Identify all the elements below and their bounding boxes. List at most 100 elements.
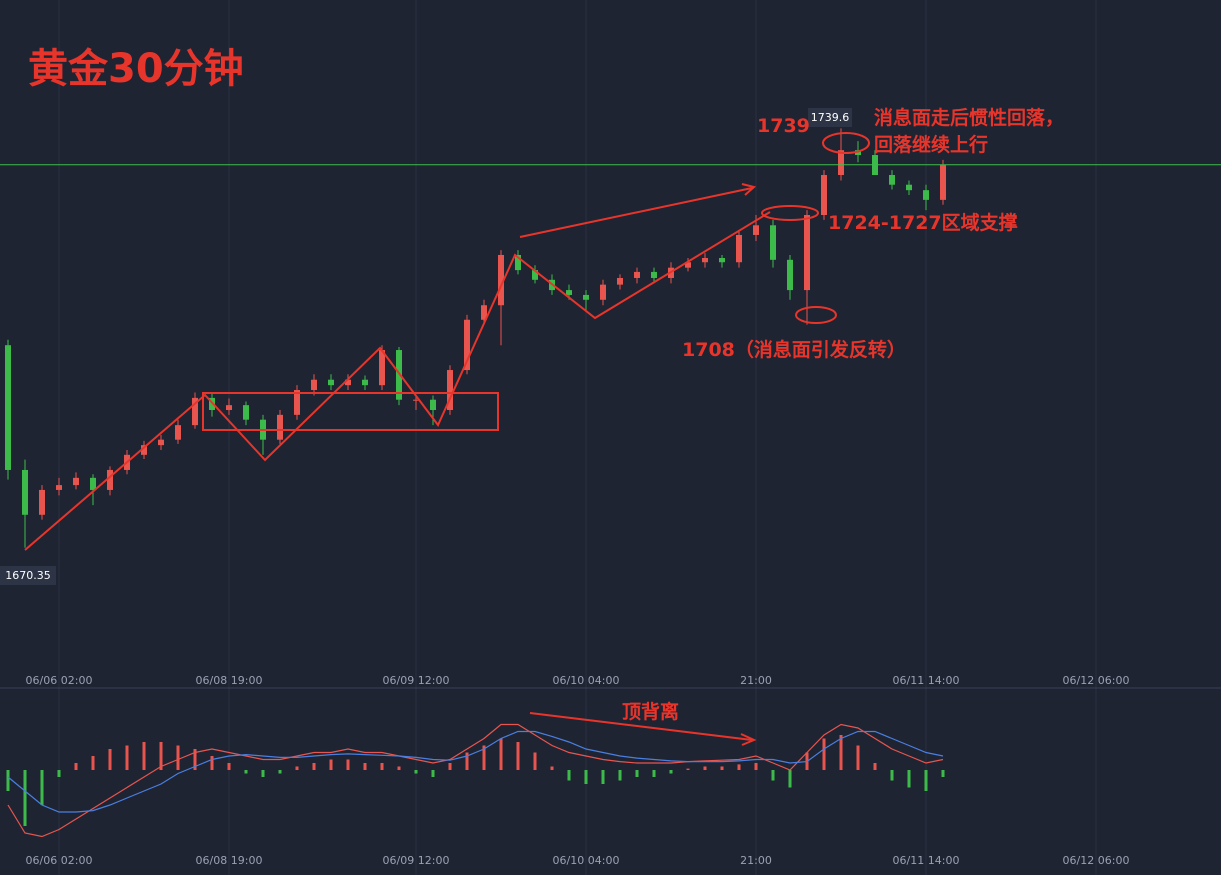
chart-title: 黄金30分钟: [28, 46, 244, 92]
candle-body: [821, 175, 827, 215]
candle-body: [328, 379, 334, 386]
x-tick-label: 06/11 14:00: [893, 854, 960, 867]
macd-bar: [839, 735, 843, 770]
macd-bar: [856, 745, 860, 770]
candle-body: [294, 390, 300, 415]
macd-bar: [754, 763, 758, 770]
x-tick-label: 06/08 19:00: [196, 674, 263, 687]
divergence-arrow: [529, 712, 753, 741]
x-tick-label: 06/11 14:00: [893, 674, 960, 687]
macd-bar: [380, 763, 384, 770]
candle-body: [311, 379, 317, 391]
macd-bar: [601, 770, 605, 784]
candle-body: [362, 379, 368, 386]
range-box: [202, 392, 499, 431]
x-tick-label: 06/08 19:00: [196, 854, 263, 867]
macd-bar: [125, 745, 129, 770]
candle-body: [515, 254, 521, 271]
x-tick-label: 06/06 02:00: [26, 854, 93, 867]
candle-body: [770, 225, 776, 260]
macd-bar: [720, 766, 724, 770]
candle-body: [685, 262, 691, 268]
annotation: 1708（消息面引发反转）: [682, 338, 906, 361]
x-tick-label: 06/09 12:00: [383, 854, 450, 867]
macd-bar: [635, 770, 639, 777]
macd-bar: [482, 745, 486, 770]
macd-bar: [686, 768, 690, 770]
macd-bar: [941, 770, 945, 777]
candle-body: [141, 445, 147, 455]
candle-body: [447, 370, 453, 411]
macd-bar: [737, 764, 741, 770]
macd-bar: [159, 742, 163, 770]
macd-bar: [244, 770, 248, 774]
candle-body: [600, 284, 606, 300]
x-tick-label: 06/12 06:00: [1063, 854, 1130, 867]
macd-bar: [414, 770, 418, 774]
macd-bar: [550, 766, 554, 770]
macd-bar: [873, 763, 877, 770]
macd-bar: [346, 759, 350, 770]
price-tag: [808, 108, 852, 127]
macd-bar: [227, 763, 231, 770]
arrow-head: [740, 733, 757, 746]
price-tag: [0, 566, 56, 585]
candle-body: [243, 405, 249, 420]
macd-bar: [40, 770, 44, 805]
macd-bar: [397, 766, 401, 770]
macd-bar: [499, 738, 503, 770]
candle-body: [22, 469, 28, 515]
macd-bar: [6, 770, 10, 791]
x-tick-label: 06/09 12:00: [383, 674, 450, 687]
low-ellipse: [795, 306, 837, 324]
candle-body: [345, 379, 351, 386]
x-tick-label: 21:00: [740, 854, 772, 867]
support-ellipse: [761, 205, 819, 221]
macd-bar: [618, 770, 622, 781]
price-label: 1739.6: [811, 111, 850, 124]
high-ellipse: [822, 132, 870, 154]
trend-zigzag: [24, 211, 771, 551]
macd-bar: [448, 763, 452, 770]
macd-bar: [23, 770, 27, 826]
macd-bar: [669, 770, 673, 774]
candle-body: [277, 414, 283, 440]
macd-bar: [329, 759, 333, 770]
plot: [0, 128, 1221, 838]
x-tick-label: 06/12 06:00: [1063, 674, 1130, 687]
candle-body: [107, 469, 113, 490]
macd-bar: [907, 770, 911, 788]
macd-bar: [142, 742, 146, 770]
macd-bar: [822, 738, 826, 770]
macd-bar: [91, 756, 95, 770]
macd-bar: [193, 749, 197, 770]
macd-dea-line: [7, 730, 944, 813]
candle-body: [838, 150, 844, 176]
candle-body: [158, 439, 164, 446]
macd-bar: [584, 770, 588, 784]
macd-bar: [788, 770, 792, 788]
macd-bar: [890, 770, 894, 781]
candle-body: [753, 225, 759, 235]
candle-body: [56, 485, 62, 490]
macd-dif-line: [7, 723, 944, 838]
macd-bar: [652, 770, 656, 777]
candle-body: [617, 277, 623, 285]
candle-body: [532, 270, 538, 280]
macd-bar: [771, 770, 775, 781]
arrow-head: [741, 183, 757, 196]
candle-body: [464, 319, 470, 371]
candle-body: [940, 164, 946, 200]
candle-body: [651, 271, 657, 278]
macd-bar: [210, 756, 214, 770]
macd-bar: [431, 770, 435, 777]
candle-body: [498, 254, 504, 306]
annotation: 1724-1727区域支撑: [828, 211, 1018, 234]
candle-body: [413, 399, 419, 401]
candle-body: [5, 345, 11, 470]
candle-body: [719, 257, 725, 263]
candle-body: [702, 257, 708, 263]
macd-bar: [567, 770, 571, 781]
